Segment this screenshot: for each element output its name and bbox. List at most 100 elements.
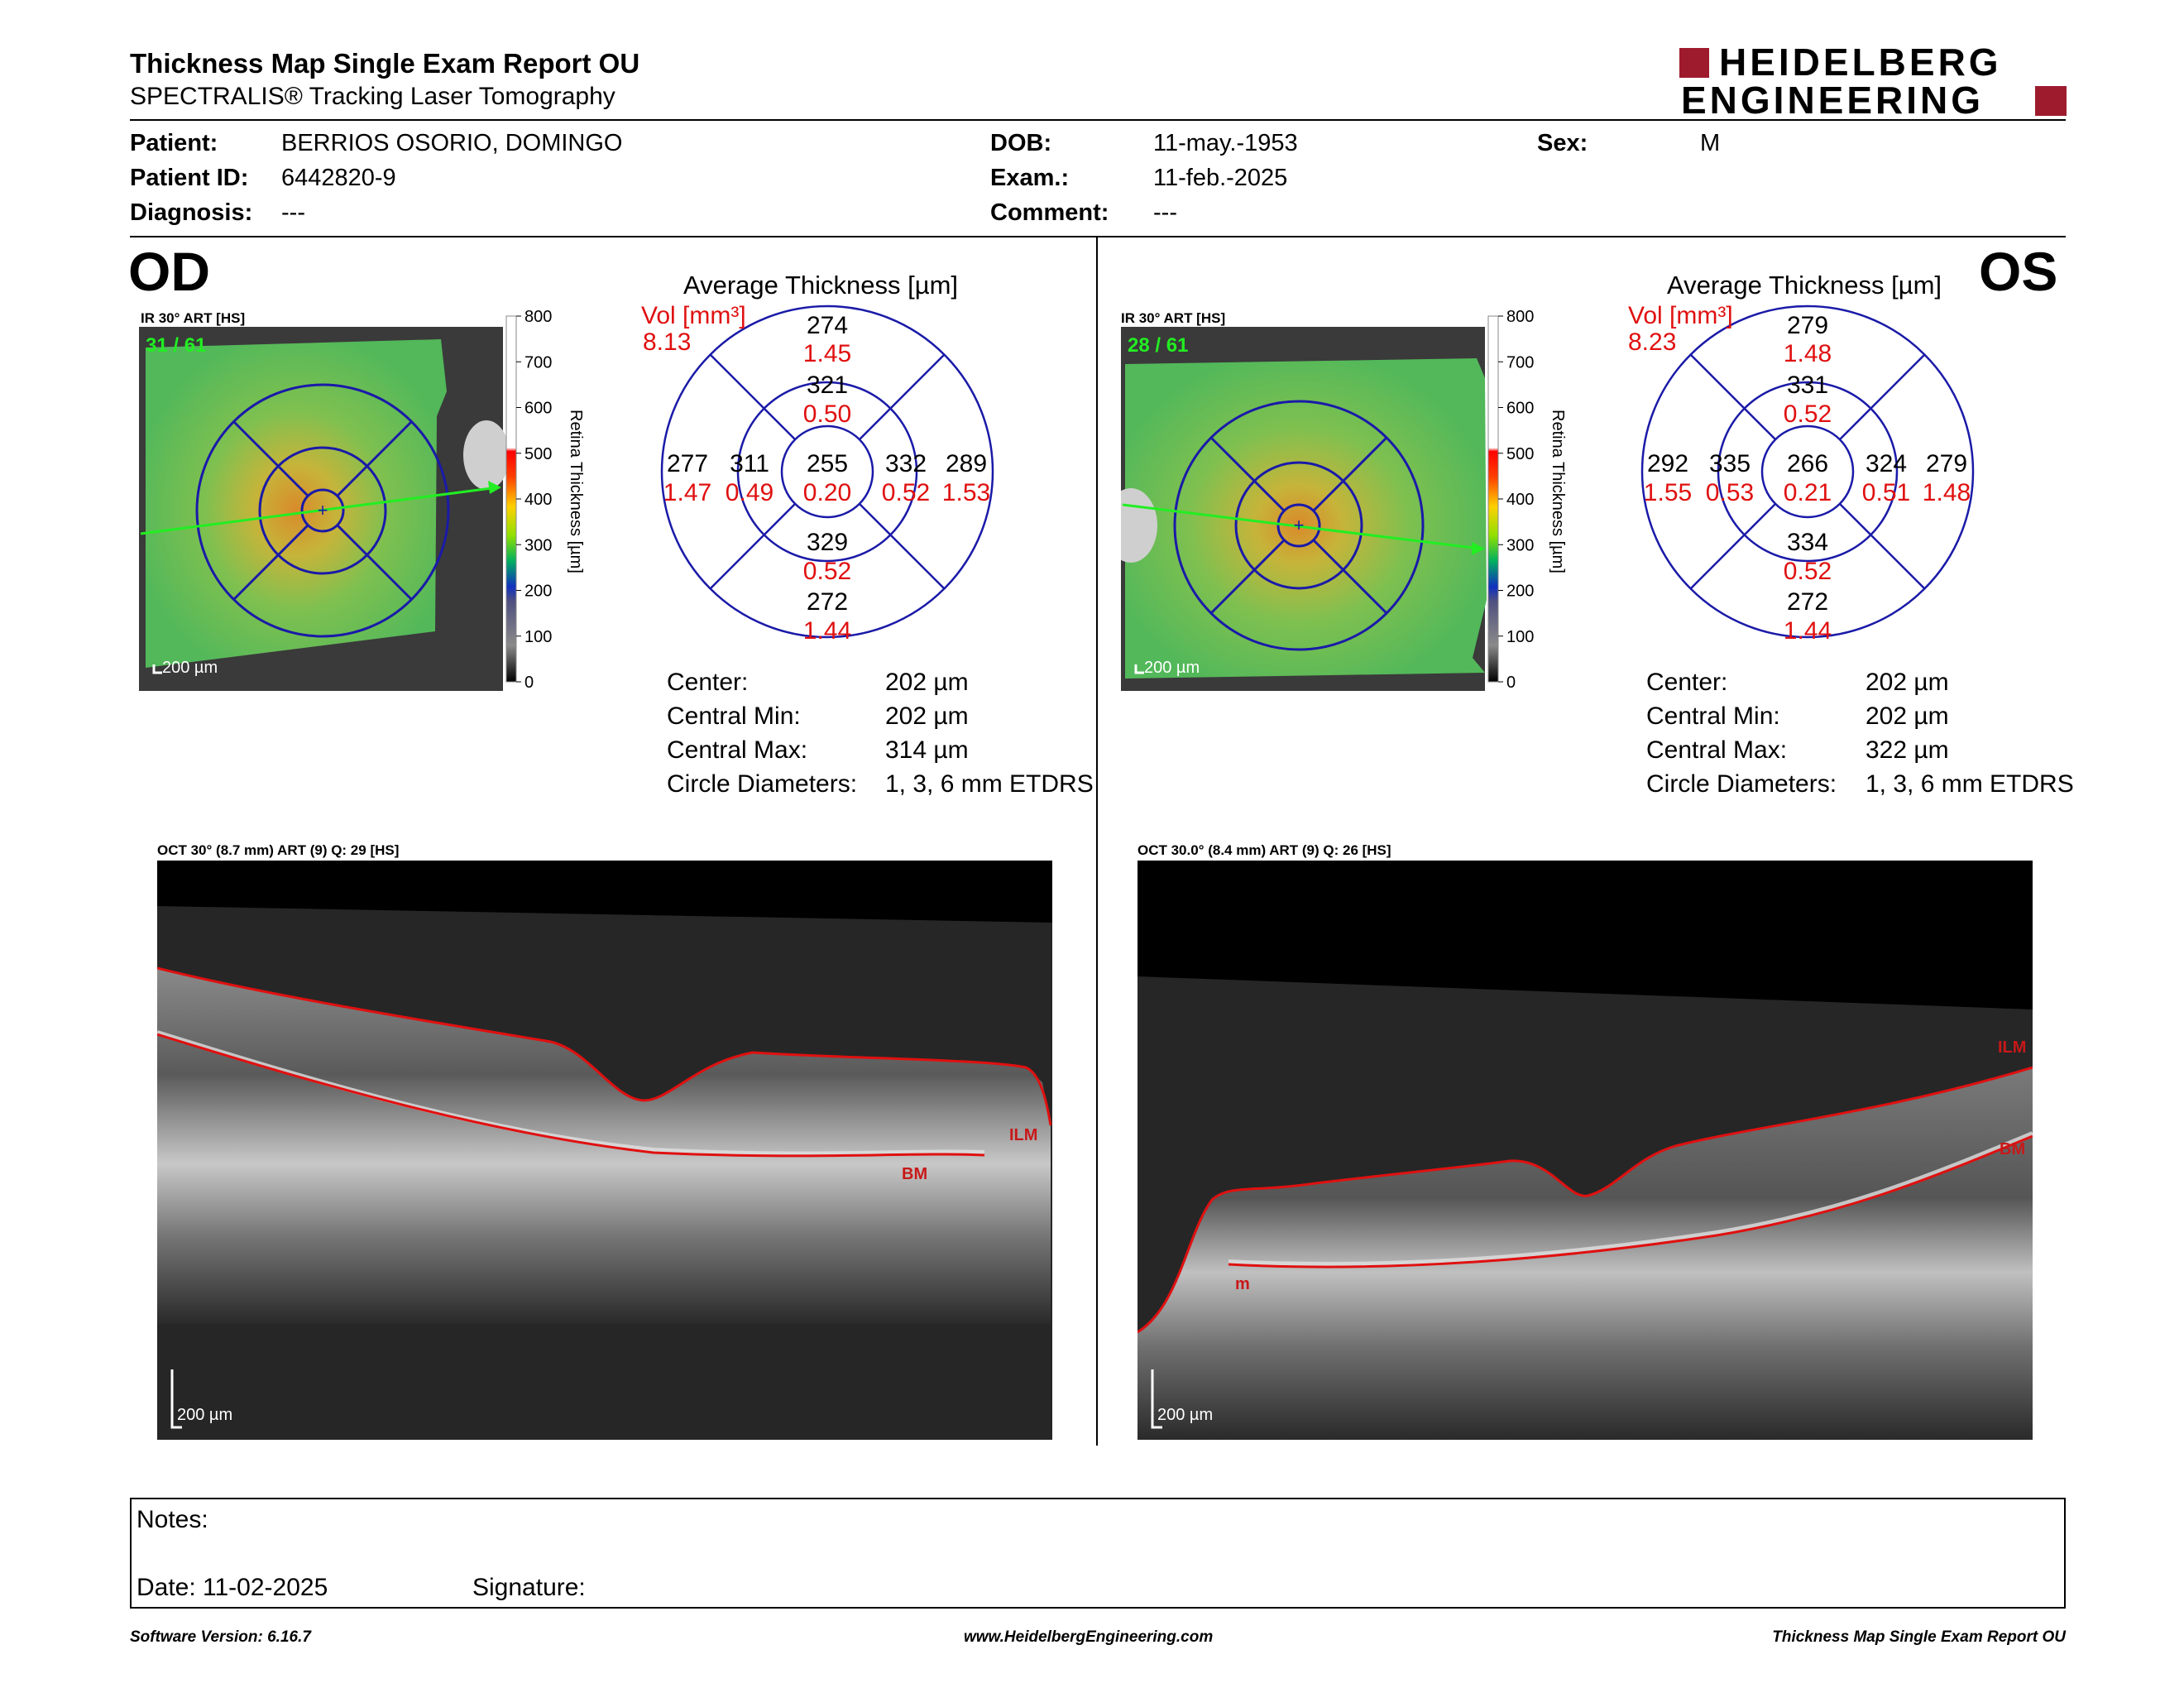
os-outer-inferior-volume: 1.44 [1784,617,1832,645]
report-title: Thickness Map Single Exam Report OU [130,48,640,79]
os-thickness-overlay [1125,358,1487,679]
heidelberg-logo: HEIDELBERG ENGINEERING [1679,41,2068,122]
diagnosis-value: --- [281,199,305,226]
sex-value: M [1700,130,1721,156]
od-chart-title: Average Thickness [µm] [683,271,959,300]
svg-text:+: + [318,500,328,520]
os-oct-label: OCT 30.0° (8.4 mm) ART (9) Q: 26 [HS] [1138,842,1391,858]
od-inner-left-thickness: 311 [730,450,769,477]
footer-website[interactable]: www.HeidelbergEngineering.com [964,1628,1214,1646]
os-bm-partial-label: m [1235,1275,1250,1293]
od-colorbar-tick-label: 800 [524,308,552,326]
od-stat-min-label: Central Min: [667,703,801,730]
notes-label: Notes: [136,1506,208,1533]
eye-divider [1096,237,1098,1446]
os-stat-diam-value: 1, 3, 6 mm ETDRS [1866,770,2074,798]
od-fundus-thickness-map: + 31 / 61 200 µm [139,327,510,691]
os-stat-min-label: Central Min: [1646,703,1780,730]
os-oct-scale: 200 µm [1157,1406,1213,1424]
os-outer-left-thickness: 292 [1647,450,1688,477]
os-colorbar-tick-label: 500 [1506,445,1534,463]
od-colorbar-tick-label: 400 [524,491,552,509]
date-label: Date: 11-02-2025 [136,1574,328,1601]
patient-label: Patient: [130,130,218,156]
od-colorbar-title: Retina Thickness [µm] [567,410,585,573]
od-inner-right-thickness: 332 [885,450,927,477]
od-colorbar-tick-label: 0 [524,674,534,692]
od-oct-scan: ILM BM 200 µm [157,861,1052,1440]
logo-line2: ENGINEERING [1681,79,1985,122]
os-inner-inferior-volume: 0.52 [1784,558,1832,585]
os-chart-title: Average Thickness [µm] [1667,271,1942,300]
od-stat-min-value: 202 µm [885,703,969,730]
signature-label: Signature: [472,1574,586,1601]
os-inner-superior-thickness: 331 [1787,372,1828,399]
od-stat-diam-value: 1, 3, 6 mm ETDRS [885,770,1094,798]
od-colorbar: 800 700 600 500 400 300 200 100 0 Retina Thickne… [505,308,585,692]
od-eye-label: OD [128,241,210,302]
od-colorbar-tick-label: 200 [524,583,552,601]
os-colorbar: 800 700 600 500 400 300 200 100 0 Retina Thickne… [1487,308,1567,692]
od-outer-right-volume: 1.53 [942,479,990,506]
od-stat-max-value: 314 µm [885,736,969,764]
od-outer-inferior-volume: 1.44 [803,617,851,645]
os-center-volume: 0.21 [1784,479,1832,506]
os-inner-left-volume: 0.53 [1706,479,1754,506]
od-stat-center-value: 202 µm [885,669,969,696]
od-ilm-label: ILM [1009,1126,1037,1144]
os-outer-inferior-thickness: 272 [1787,588,1828,616]
os-vol-label: Vol [mm³] [1628,302,1733,329]
od-optic-disc [463,420,510,490]
od-outer-left-volume: 1.47 [663,479,711,506]
os-stat-max-value: 322 µm [1866,736,1949,764]
od-stat-center-label: Center: [667,669,749,696]
os-etdrs-chart: Vol [mm³] 8.23 279 1.48 331 0.52 292 1.5… [1628,302,1975,645]
os-oct-scan: ILM BM m 200 µm [1138,861,2033,1440]
os-inner-left-thickness: 335 [1709,450,1751,477]
os-colorbar-tick-label: 800 [1506,308,1534,326]
os-colorbar-tick-label: 600 [1506,400,1534,418]
os-colorbar-tick-label: 300 [1506,536,1534,554]
od-colorbar-tick-label: 100 [524,628,552,646]
od-outer-inferior-thickness: 272 [807,588,848,616]
os-ilm-label: ILM [1998,1038,2026,1057]
os-colorbar-title: Retina Thickness [µm] [1549,410,1567,573]
os-colorbar-tick-label: 400 [1506,491,1534,509]
os-vol-total: 8.23 [1628,328,1676,356]
od-inner-superior-thickness: 321 [807,372,848,399]
od-colorbar-tick-label: 300 [524,536,552,554]
od-inner-inferior-thickness: 329 [807,529,848,556]
exam-label: Exam.: [990,165,1070,191]
od-scale-label: 200 µm [162,659,218,677]
od-etdrs-chart: Vol [mm³] 8.13 274 1.45 321 0.50 277 1.4… [641,302,994,645]
os-inner-superior-volume: 0.52 [1784,400,1832,428]
od-outer-superior-volume: 1.45 [803,340,851,367]
os-scale-label: 200 µm [1144,659,1200,677]
os-stat-center-value: 202 µm [1866,669,1949,696]
report-subtitle: SPECTRALIS® Tracking Laser Tomography [130,83,615,110]
patient-id: 6442820-9 [281,165,396,191]
od-inner-right-volume: 0.52 [882,479,930,506]
od-ir-label: IR 30° ART [HS] [141,310,246,326]
od-outer-left-thickness: 277 [667,450,708,477]
os-inner-right-volume: 0.51 [1862,479,1910,506]
os-frame-count: 28 / 61 [1128,334,1188,357]
os-bm-label: BM [2000,1140,2025,1158]
os-colorbar-tick-label: 200 [1506,583,1534,601]
notes-box: Notes: Date: 11-02-2025 Signature: [130,1498,2066,1609]
os-fundus-thickness-map: + 28 / 61 200 µm [1121,327,1487,691]
os-ir-label: IR 30° ART [HS] [1121,310,1226,326]
od-center-volume: 0.20 [803,479,851,506]
os-eye-label: OS [1979,241,2058,302]
od-colorbar-tick-label: 600 [524,400,552,418]
os-colorbar-tick-label: 700 [1506,353,1534,372]
os-outer-right-volume: 1.48 [1923,479,1971,506]
logo-line1: HEIDELBERG [1719,41,2002,84]
os-outer-superior-thickness: 279 [1787,312,1828,339]
diagnosis-label: Diagnosis: [130,199,253,226]
od-vol-total: 8.13 [643,328,691,356]
od-stat-max-label: Central Max: [667,736,808,764]
os-center-thickness: 266 [1787,450,1828,477]
od-inner-inferior-volume: 0.52 [803,558,851,585]
exam-value: 11-feb.-2025 [1153,165,1288,191]
